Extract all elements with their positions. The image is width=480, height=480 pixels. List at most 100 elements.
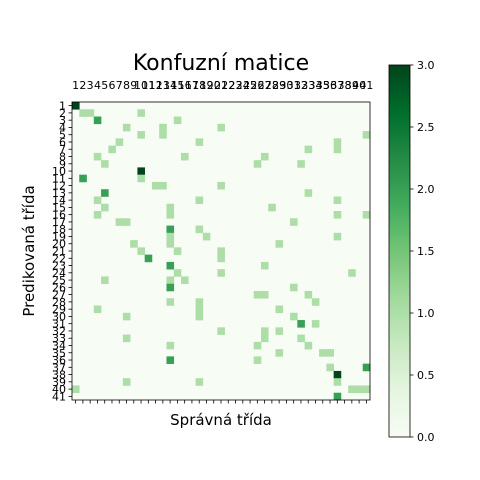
matrix-cell-r8-c16 bbox=[181, 152, 189, 161]
matrix-cell-r27-c26 bbox=[253, 290, 262, 299]
matrix-cell-r21-c10 bbox=[137, 247, 145, 255]
matrix-cell-r40-c39 bbox=[348, 385, 356, 394]
x-axis-ticks: 1 2 3 4 5 6 7 8 91011121314151617181920212223242… bbox=[72, 79, 373, 404]
matrix-cell-r37-c41 bbox=[362, 363, 371, 372]
matrix-cell-r16-c4 bbox=[93, 211, 102, 219]
matrix-cell-r27-c27 bbox=[260, 290, 269, 299]
matrix-cell-r29-c4 bbox=[93, 305, 102, 314]
matrix-cell-r16-c14 bbox=[166, 211, 175, 219]
matrix-cell-r36-c26 bbox=[253, 356, 262, 364]
x-tick-label: 19 bbox=[199, 79, 213, 92]
matrix-cell-r21-c21 bbox=[217, 247, 225, 255]
matrix-cell-r34-c33 bbox=[304, 341, 313, 350]
matrix-cell-r37-c36 bbox=[326, 363, 334, 372]
x-tick-label: 32 bbox=[294, 79, 308, 92]
y-tick-label: 15 bbox=[52, 201, 66, 214]
x-tick-label: 22 bbox=[221, 79, 235, 92]
y-tick-label: 14 bbox=[52, 194, 66, 207]
matrix-cell-r19-c14 bbox=[166, 232, 175, 241]
matrix-cell-r8-c27 bbox=[260, 152, 269, 161]
matrix-cell-r31-c32 bbox=[297, 320, 305, 328]
matrix-cell-r14-c4 bbox=[93, 196, 102, 205]
x-tick-label: 5 bbox=[101, 79, 108, 92]
y-tick-label: 33 bbox=[52, 332, 66, 345]
x-tick-label: 35 bbox=[316, 79, 330, 92]
x-tick-label: 26 bbox=[250, 79, 264, 92]
y-tick-label: 34 bbox=[52, 339, 66, 352]
colorbar bbox=[388, 64, 411, 438]
matrix-cell-r32-c27 bbox=[260, 327, 269, 335]
matrix-cell-r20-c9 bbox=[130, 240, 138, 248]
matrix-cell-r15-c14 bbox=[166, 203, 175, 212]
colorbar-tick-label: 1.5 bbox=[417, 245, 435, 258]
matrix-cell-r4-c21 bbox=[217, 123, 225, 132]
y-tick-label: 13 bbox=[52, 187, 66, 200]
matrix-cell-r33-c27 bbox=[260, 334, 269, 343]
matrix-cell-r40-c41 bbox=[362, 385, 371, 394]
matrix-cell-r6-c37 bbox=[333, 138, 342, 146]
x-tick-label: 9 bbox=[130, 79, 137, 92]
x-tick-label: 10 bbox=[134, 79, 148, 92]
matrix-cell-r9-c26 bbox=[253, 160, 262, 168]
matrix-cell-r19-c37 bbox=[333, 232, 342, 241]
y-tick-label: 26 bbox=[52, 281, 66, 294]
y-tick-label: 30 bbox=[52, 310, 66, 323]
y-tick-label: 17 bbox=[52, 216, 66, 229]
y-tick-label: 11 bbox=[52, 172, 66, 185]
matrix-cell-r25-c5 bbox=[101, 276, 109, 285]
colorbar-tick-label: 0.0 bbox=[417, 431, 435, 444]
y-tick-label: 36 bbox=[52, 354, 66, 367]
matrix-cell-r18-c14 bbox=[166, 225, 175, 234]
matrix-cell-r39-c37 bbox=[333, 378, 342, 386]
y-tick-label: 40 bbox=[52, 383, 66, 396]
matrix-cell-r15-c28 bbox=[268, 203, 276, 212]
matrix-cell-r26-c14 bbox=[166, 283, 175, 292]
x-tick-label: 28 bbox=[265, 79, 279, 92]
y-tick-label: 29 bbox=[52, 303, 66, 316]
matrix-cell-r25-c16 bbox=[181, 276, 189, 285]
x-tick-label: 27 bbox=[258, 79, 272, 92]
matrix-cell-r14-c18 bbox=[195, 196, 204, 205]
y-tick-label: 1 bbox=[59, 100, 66, 113]
x-tick-label: 2 bbox=[79, 79, 86, 92]
matrix-cell-r2-c2 bbox=[79, 109, 87, 117]
x-tick-label: 31 bbox=[287, 79, 301, 92]
x-tick-label: 40 bbox=[352, 79, 366, 92]
matrix-cell-r17-c8 bbox=[122, 218, 131, 226]
matrix-cell-r5-c10 bbox=[137, 131, 145, 139]
matrix-cell-r33-c32 bbox=[297, 334, 305, 343]
y-tick-label: 16 bbox=[52, 209, 66, 222]
x-tick-label: 21 bbox=[214, 79, 228, 92]
y-tick-label: 24 bbox=[52, 267, 66, 280]
x-tick-label: 8 bbox=[123, 79, 130, 92]
matrix-frame bbox=[71, 101, 371, 401]
x-tick-label: 38 bbox=[338, 79, 352, 92]
matrix-cell-r34-c26 bbox=[253, 341, 262, 350]
matrix-cell-r25-c14 bbox=[166, 276, 175, 285]
matrix-cell-r9-c32 bbox=[297, 160, 305, 168]
y-tick-label: 10 bbox=[52, 165, 66, 178]
matrix-cell-r13-c33 bbox=[304, 189, 313, 197]
matrix-cell-r36-c14 bbox=[166, 356, 175, 364]
matrix-cell-r20-c29 bbox=[275, 240, 284, 248]
x-tick-label: 20 bbox=[207, 79, 221, 92]
x-tick-label: 30 bbox=[279, 79, 293, 92]
x-tick-label: 7 bbox=[116, 79, 123, 92]
y-tick-label: 3 bbox=[59, 114, 66, 127]
x-tick-label: 34 bbox=[308, 79, 322, 92]
matrix-cell-r10-c10 bbox=[137, 167, 145, 175]
matrix-cell-r12-c12 bbox=[151, 181, 160, 190]
x-tick-label: 14 bbox=[163, 79, 177, 92]
matrix-cell-r30-c31 bbox=[290, 312, 298, 321]
y-tick-label: 2 bbox=[59, 107, 66, 120]
matrix-cell-r11-c2 bbox=[79, 174, 87, 183]
y-tick-label: 41 bbox=[52, 390, 66, 403]
colorbar-tick-label: 2.0 bbox=[417, 183, 435, 196]
matrix-cell-r19-c19 bbox=[202, 232, 211, 241]
matrix-cell-r4-c8 bbox=[122, 123, 131, 132]
x-tick-label: 6 bbox=[108, 79, 115, 92]
matrix-cell-r32-c29 bbox=[275, 327, 284, 335]
x-tick-label: 11 bbox=[141, 79, 155, 92]
matrix-cell-r14-c37 bbox=[333, 196, 342, 205]
